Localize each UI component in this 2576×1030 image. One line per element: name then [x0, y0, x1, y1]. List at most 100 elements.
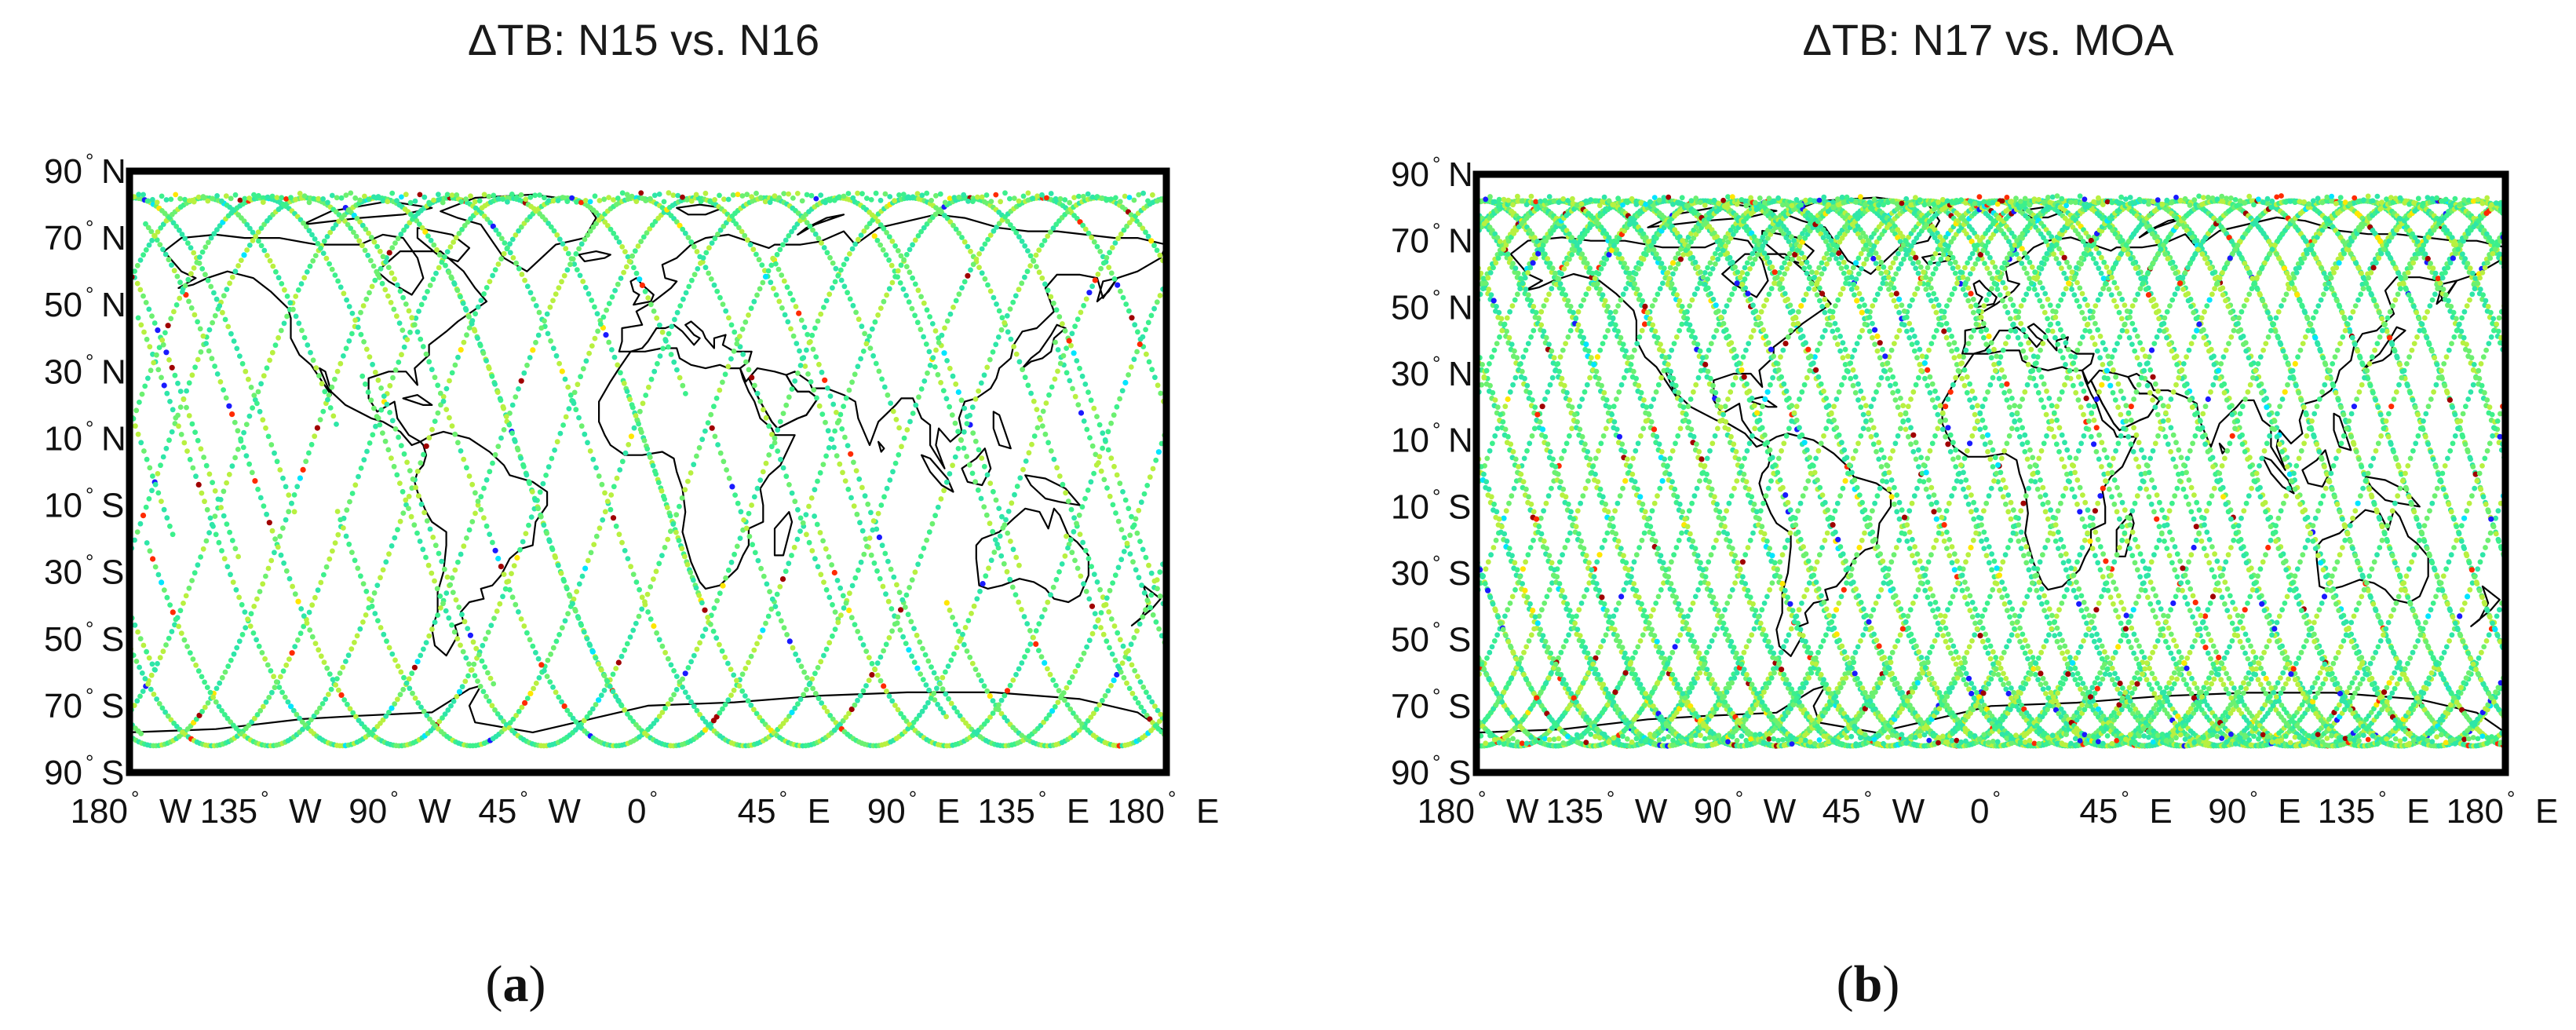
track-point	[312, 641, 319, 646]
track-point	[910, 411, 916, 416]
y-tick-degree: °	[86, 283, 93, 306]
track-point	[1070, 385, 1075, 392]
track-point	[644, 230, 650, 236]
track-point	[1120, 643, 1126, 649]
polar-band-point	[951, 195, 958, 201]
track-point	[691, 462, 697, 468]
track-point	[639, 594, 645, 601]
track-point	[1143, 327, 1148, 333]
track-point	[839, 426, 845, 432]
track-point	[231, 338, 237, 344]
track-point	[590, 456, 597, 462]
track-point	[1135, 674, 1140, 679]
track-point	[172, 622, 177, 628]
track-point	[823, 546, 829, 552]
track-point	[602, 509, 608, 515]
track-point	[498, 236, 505, 242]
track-point	[462, 619, 468, 625]
track-point	[386, 710, 392, 715]
track-point	[1119, 388, 1126, 394]
track-point	[238, 436, 243, 442]
track-point	[984, 718, 991, 724]
track-point	[1012, 491, 1017, 498]
polar-band-point	[790, 195, 796, 201]
track-point	[760, 627, 766, 634]
track-point	[1111, 412, 1117, 418]
track-point	[1022, 374, 1028, 381]
track-point	[688, 699, 694, 705]
track-point	[624, 389, 630, 394]
track-point	[458, 347, 464, 353]
polar-band-point	[1016, 198, 1022, 204]
track-point	[903, 592, 910, 598]
polar-band-point	[661, 199, 667, 205]
coastline-uk	[1972, 279, 1998, 309]
polar-band-point	[228, 195, 234, 202]
track-point	[1075, 663, 1081, 669]
track-point	[396, 360, 402, 365]
track-point	[810, 685, 815, 692]
track-point	[388, 300, 394, 305]
track-point	[697, 711, 702, 718]
track-point	[1071, 515, 1077, 521]
track-point	[907, 585, 912, 590]
track-point	[147, 465, 153, 471]
track-point	[917, 712, 922, 718]
track-point	[570, 715, 576, 721]
track-point	[897, 627, 903, 633]
track-point	[1039, 423, 1045, 429]
polar-band-point	[362, 193, 367, 199]
track-point	[510, 255, 516, 261]
track-point	[994, 541, 1000, 547]
track-point	[647, 226, 653, 232]
track-point	[447, 582, 454, 588]
track-point	[221, 556, 228, 562]
polar-band-point	[1053, 195, 1059, 202]
track-point	[513, 232, 519, 238]
track-point	[432, 374, 438, 381]
track-point	[656, 637, 662, 643]
track-point	[487, 531, 493, 537]
track-point	[1523, 347, 1529, 353]
track-point	[981, 463, 987, 469]
track-point	[177, 279, 183, 286]
track-point	[954, 709, 960, 715]
track-point	[852, 241, 859, 247]
track-point	[970, 261, 976, 268]
track-point	[950, 305, 956, 310]
track-point	[746, 312, 751, 318]
polar-band-point	[910, 194, 916, 200]
polar-band-point	[394, 198, 400, 203]
track-point	[228, 657, 234, 663]
track-point	[312, 253, 319, 258]
track-point	[395, 527, 400, 533]
track-point	[308, 717, 314, 723]
track-point	[507, 586, 513, 593]
track-point	[229, 538, 235, 543]
track-point	[714, 597, 720, 604]
track-point	[1150, 612, 1156, 618]
polar-band-point	[684, 197, 690, 203]
polar-band-point	[905, 194, 911, 200]
polar-band-point	[260, 199, 266, 205]
y-tick-label: 90	[44, 152, 82, 191]
track-point	[1013, 293, 1019, 299]
track-point	[685, 478, 691, 484]
track-point	[254, 637, 259, 643]
plot-frame	[126, 167, 1170, 776]
track-point	[815, 236, 822, 242]
track-point	[417, 221, 422, 227]
track-point	[834, 410, 839, 415]
track-point	[918, 294, 924, 300]
track-point	[884, 485, 890, 491]
track-point	[418, 460, 424, 466]
track-point	[958, 437, 964, 444]
track-point	[604, 307, 609, 313]
track-point	[589, 706, 596, 712]
track-point	[933, 347, 939, 353]
track-point	[874, 526, 880, 532]
track-point	[1042, 659, 1048, 667]
track-point	[132, 537, 137, 543]
track-point	[353, 714, 359, 720]
track-point	[1138, 704, 1144, 710]
